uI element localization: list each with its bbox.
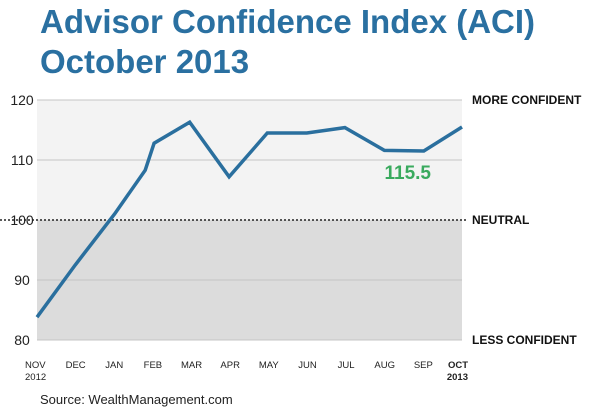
less-confident-label: LESS CONFIDENT bbox=[472, 333, 577, 347]
chart-title: Advisor Confidence Index (ACI) October 2… bbox=[40, 2, 535, 82]
x-tick-label-oct: OCT bbox=[448, 360, 468, 371]
latest-value-label: 115.5 bbox=[385, 163, 432, 184]
x-tick-year-oct: 2013 bbox=[447, 372, 468, 383]
source-note: Source: WealthManagement.com bbox=[40, 392, 233, 407]
y-tick-label-110: 110 bbox=[11, 152, 34, 168]
x-tick-label-sep: SEP bbox=[414, 360, 433, 371]
x-tick-label-nov: NOV bbox=[25, 360, 46, 371]
x-tick-year-nov: 2012 bbox=[25, 372, 46, 383]
x-tick-label-feb: FEB bbox=[144, 360, 162, 371]
x-tick-label-aug: AUG bbox=[374, 360, 395, 371]
y-tick-label-80: 80 bbox=[14, 332, 30, 348]
x-tick-label-apr: APR bbox=[220, 360, 240, 371]
y-tick-label-100: 100 bbox=[10, 212, 34, 228]
aci-series-line bbox=[35, 119, 463, 319]
y-tick-label-90: 90 bbox=[14, 272, 30, 288]
x-tick-label-dec: DEC bbox=[66, 360, 86, 371]
x-tick-label-jan: JAN bbox=[105, 360, 123, 371]
more-confident-label: MORE CONFIDENT bbox=[472, 93, 582, 107]
x-tick-label-mar: MAR bbox=[181, 360, 202, 371]
chart-title-line1: Advisor Confidence Index (ACI) bbox=[40, 3, 536, 40]
neutral-label: NEUTRAL bbox=[472, 213, 529, 227]
x-tick-label-may: MAY bbox=[259, 360, 280, 371]
chart-subtitle: October 2013 bbox=[40, 43, 250, 80]
y-tick-label-120: 120 bbox=[10, 92, 34, 108]
x-tick-label-jul: JUL bbox=[338, 360, 355, 371]
x-tick-label-jun: JUN bbox=[298, 360, 317, 371]
